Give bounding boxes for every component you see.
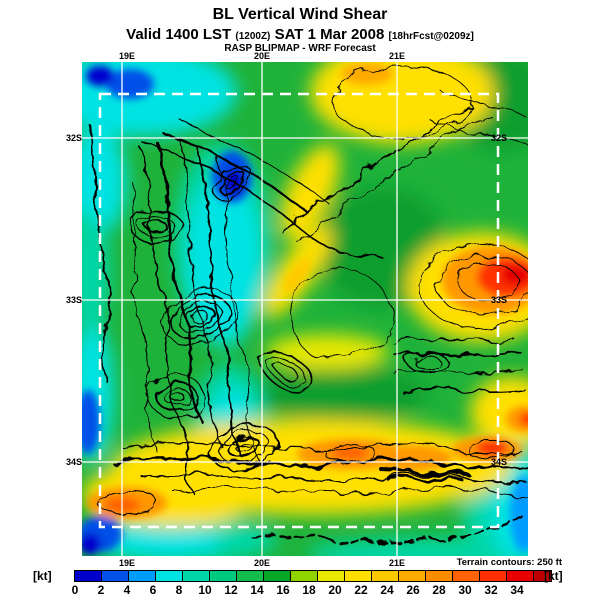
colorbar-segment <box>317 571 344 581</box>
colorbar-segment <box>533 571 551 581</box>
model-source-line: RASP BLIPMAP - WRF Forecast <box>224 43 376 54</box>
shear-map: 32S 33S 34S <box>47 40 557 572</box>
forecast-note: [18hrFcst@0209z] <box>388 31 474 42</box>
lon-label-19e-top: 19E <box>118 51 135 61</box>
lon-label-19e-bottom: 19E <box>118 558 135 568</box>
init-time: (1200Z) <box>235 31 271 42</box>
colorbar-segment <box>398 571 425 581</box>
lon-label-20e-top: 20E <box>253 51 270 61</box>
colorbar-segment <box>75 571 101 581</box>
lon-label-21e-bottom: 21E <box>388 558 405 568</box>
domain-boundary <box>98 92 500 529</box>
lat-label-34s-left: 34S <box>65 457 82 467</box>
colorbar-tick-label: 16 <box>276 583 290 597</box>
colorbar-segment <box>344 571 371 581</box>
lon-label-21e-top: 21E <box>388 51 405 61</box>
colorbar-segment <box>506 571 533 581</box>
colorbar-tick-label: 34 <box>510 583 524 597</box>
colorbar <box>74 570 552 582</box>
colorbar-segment <box>371 571 398 581</box>
valid-date: SAT 1 Mar 2008 <box>274 26 385 43</box>
colorbar-segment <box>425 571 452 581</box>
graticule-lines <box>82 62 528 556</box>
colorbar-segment <box>155 571 182 581</box>
lat-label-33s-right: 33S <box>491 295 507 305</box>
colorbar-tick-label: 18 <box>302 583 316 597</box>
colorbar-tick-label: 14 <box>250 583 264 597</box>
valid-time-line: Valid 1400 LST (1200Z) SAT 1 Mar 2008 [1… <box>0 26 600 43</box>
colorbar-tick-label: 32 <box>484 583 498 597</box>
colorbar-tick-label: 22 <box>354 583 368 597</box>
colorbar-tick-label: 28 <box>432 583 446 597</box>
colorbar-tick-label: 6 <box>149 583 157 597</box>
colorbar-segment <box>128 571 155 581</box>
colorbar-segment <box>290 571 317 581</box>
colorbar-tick-label: 30 <box>458 583 472 597</box>
colorbar-tick-label: 4 <box>123 583 131 597</box>
colorbar-tick-label: 0 <box>71 583 79 597</box>
page-title: BL Vertical Wind Shear <box>212 6 388 23</box>
valid-time: Valid 1400 LST <box>126 26 232 43</box>
colorbar-segment <box>101 571 128 581</box>
colorbar-tick-label: 26 <box>406 583 420 597</box>
colorbar-segment <box>479 571 506 581</box>
lon-label-20e-bottom: 20E <box>253 558 270 568</box>
colorbar-tick-label: 20 <box>328 583 342 597</box>
unit-label-left: [kt] <box>33 569 52 583</box>
colorbar-tick-label: 8 <box>175 583 183 597</box>
colorbar-segment <box>182 571 209 581</box>
lat-label-33s-left: 33S <box>65 295 82 305</box>
colorbar-tick-label: 12 <box>224 583 238 597</box>
lat-label-32s-left: 32S <box>65 133 82 143</box>
colorbar-segment <box>452 571 479 581</box>
colorbar-segment <box>236 571 263 581</box>
colorbar-tick-label: 24 <box>380 583 394 597</box>
lat-label-32s-right: 32S <box>491 133 507 143</box>
shear-map-canvas: 32S 33S 34S <box>47 40 557 572</box>
colorbar-tick-label: 10 <box>198 583 212 597</box>
lat-label-34s-right: 34S <box>491 457 507 467</box>
colorbar-tick-label: 2 <box>97 583 105 597</box>
colorbar-segment <box>263 571 290 581</box>
colorbar-segment <box>209 571 236 581</box>
terrain-contours-note: Terrain contours: 250 ft <box>456 557 562 568</box>
unit-label-right: [kt] <box>544 569 563 583</box>
